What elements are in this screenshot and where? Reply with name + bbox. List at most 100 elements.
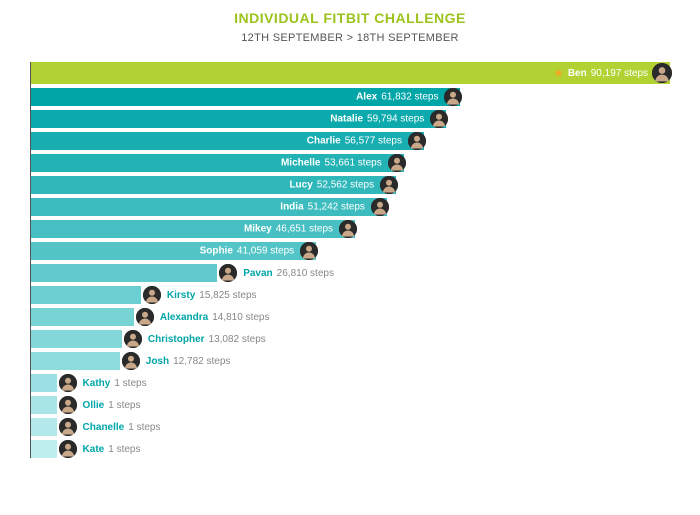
row-label: Kathy1 steps	[83, 378, 147, 389]
row-label: Lucy 52,562 steps	[289, 180, 374, 191]
participant-steps: 1 steps	[108, 444, 140, 455]
steps-bar: Sophie 41,059 steps	[31, 242, 316, 260]
participant-steps: 52,562 steps	[317, 180, 374, 191]
participant-steps: 59,794 steps	[367, 114, 424, 125]
steps-bar	[31, 308, 134, 326]
steps-bar	[31, 352, 120, 370]
avatar-icon	[59, 418, 77, 436]
leaderboard-row: Pavan 26,810 steps	[31, 264, 670, 282]
steps-bar: Natalie 59,794 steps	[31, 110, 446, 128]
participant-steps: 12,782 steps	[173, 356, 230, 367]
participant-name: Josh	[146, 356, 169, 367]
participant-name: Charlie	[307, 136, 341, 147]
leaderboard-row: Sophie 41,059 steps	[31, 242, 670, 260]
leaderboard-row: Chanelle1 steps	[31, 418, 670, 436]
participant-steps: 26,810 steps	[277, 268, 334, 279]
steps-bar	[31, 330, 122, 348]
participant-name: India	[280, 202, 303, 213]
leaderboard-row: Natalie 59,794 steps	[31, 110, 670, 128]
avatar-icon	[652, 63, 672, 83]
row-label: Alexandra14,810 steps	[160, 312, 270, 323]
row-label: Kirsty15,825 steps	[167, 290, 257, 301]
steps-bar: Mikey 46,651 steps	[31, 220, 355, 238]
participant-name: Kate	[83, 444, 105, 455]
steps-bar: ★ Ben 90,197 steps	[31, 62, 670, 84]
participant-steps: 51,242 steps	[308, 202, 365, 213]
row-label: Ollie1 steps	[83, 400, 141, 411]
steps-bar	[31, 374, 57, 392]
avatar-icon	[219, 264, 237, 282]
avatar-icon	[380, 176, 398, 194]
leaderboard-row: Kathy1 steps	[31, 374, 670, 392]
row-label: Mikey 46,651 steps	[244, 224, 333, 235]
avatar-icon	[444, 88, 462, 106]
avatar-icon	[300, 242, 318, 260]
participant-steps: 53,661 steps	[324, 158, 381, 169]
participant-name: Kathy	[83, 378, 111, 389]
participant-steps: 1 steps	[114, 378, 146, 389]
participant-name: Ben	[568, 68, 587, 79]
participant-steps: 41,059 steps	[237, 246, 294, 257]
avatar-icon	[430, 110, 448, 128]
row-label: Chanelle1 steps	[83, 422, 161, 433]
participant-steps: 13,082 steps	[209, 334, 266, 345]
avatar-icon	[143, 286, 161, 304]
participant-steps: 1 steps	[108, 400, 140, 411]
row-label: Alex 61,832 steps	[356, 92, 438, 103]
participant-steps: 61,832 steps	[381, 92, 438, 103]
participant-steps: 46,651 steps	[276, 224, 333, 235]
participant-name: Sophie	[200, 246, 233, 257]
steps-bar	[31, 396, 57, 414]
participant-steps: 1 steps	[128, 422, 160, 433]
leaderboard-row: Alex 61,832 steps	[31, 88, 670, 106]
leaderboard-row: Christopher 13,082 steps	[31, 330, 670, 348]
participant-name: Mikey	[244, 224, 272, 235]
leaderboard-row: Lucy 52,562 steps	[31, 176, 670, 194]
leaderboard-row: Charlie 56,577 steps	[31, 132, 670, 150]
avatar-icon	[59, 396, 77, 414]
steps-bar: Michelle 53,661 steps	[31, 154, 404, 172]
participant-name: Kirsty	[167, 290, 195, 301]
challenge-container: INDIVIDUAL FITBIT CHALLENGE 12TH SEPTEMB…	[0, 0, 700, 472]
leaderboard-row: Ollie1 steps	[31, 396, 670, 414]
leaderboard-row: India 51,242 steps	[31, 198, 670, 216]
avatar-icon	[388, 154, 406, 172]
avatar-icon	[408, 132, 426, 150]
leader-star-icon: ★	[553, 67, 564, 79]
steps-bar	[31, 440, 57, 458]
leaderboard-row: ★ Ben 90,197 steps	[31, 62, 670, 84]
page-title: INDIVIDUAL FITBIT CHALLENGE	[30, 10, 670, 26]
leaderboard-row: Alexandra14,810 steps	[31, 308, 670, 326]
row-label: Kate1 steps	[83, 444, 141, 455]
leaderboard-chart: ★ Ben 90,197 steps Alex 61,832 steps Natalie 5…	[30, 62, 670, 458]
avatar-icon	[124, 330, 142, 348]
steps-bar: Alex 61,832 steps	[31, 88, 460, 106]
steps-bar	[31, 286, 141, 304]
row-label: ★ Ben 90,197 steps	[553, 67, 648, 79]
participant-name: Christopher	[148, 334, 205, 345]
avatar-icon	[59, 440, 77, 458]
participant-name: Alex	[356, 92, 377, 103]
avatar-icon	[59, 374, 77, 392]
participant-name: Alexandra	[160, 312, 208, 323]
avatar-icon	[339, 220, 357, 238]
participant-name: Natalie	[330, 114, 363, 125]
row-label: Josh 12,782 steps	[146, 356, 231, 367]
row-label: Natalie 59,794 steps	[330, 114, 424, 125]
participant-steps: 90,197 steps	[591, 68, 648, 79]
participant-steps: 56,577 steps	[345, 136, 402, 147]
steps-bar: Lucy 52,562 steps	[31, 176, 396, 194]
leaderboard-row: Kirsty15,825 steps	[31, 286, 670, 304]
steps-bar	[31, 264, 217, 282]
participant-name: Michelle	[281, 158, 320, 169]
participant-name: Lucy	[289, 180, 312, 191]
participant-name: Pavan	[243, 268, 272, 279]
steps-bar: India 51,242 steps	[31, 198, 387, 216]
leaderboard-row: Kate1 steps	[31, 440, 670, 458]
steps-bar: Charlie 56,577 steps	[31, 132, 424, 150]
leaderboard-row: Josh 12,782 steps	[31, 352, 670, 370]
avatar-icon	[122, 352, 140, 370]
participant-name: Ollie	[83, 400, 105, 411]
avatar-icon	[371, 198, 389, 216]
row-label: India 51,242 steps	[280, 202, 365, 213]
